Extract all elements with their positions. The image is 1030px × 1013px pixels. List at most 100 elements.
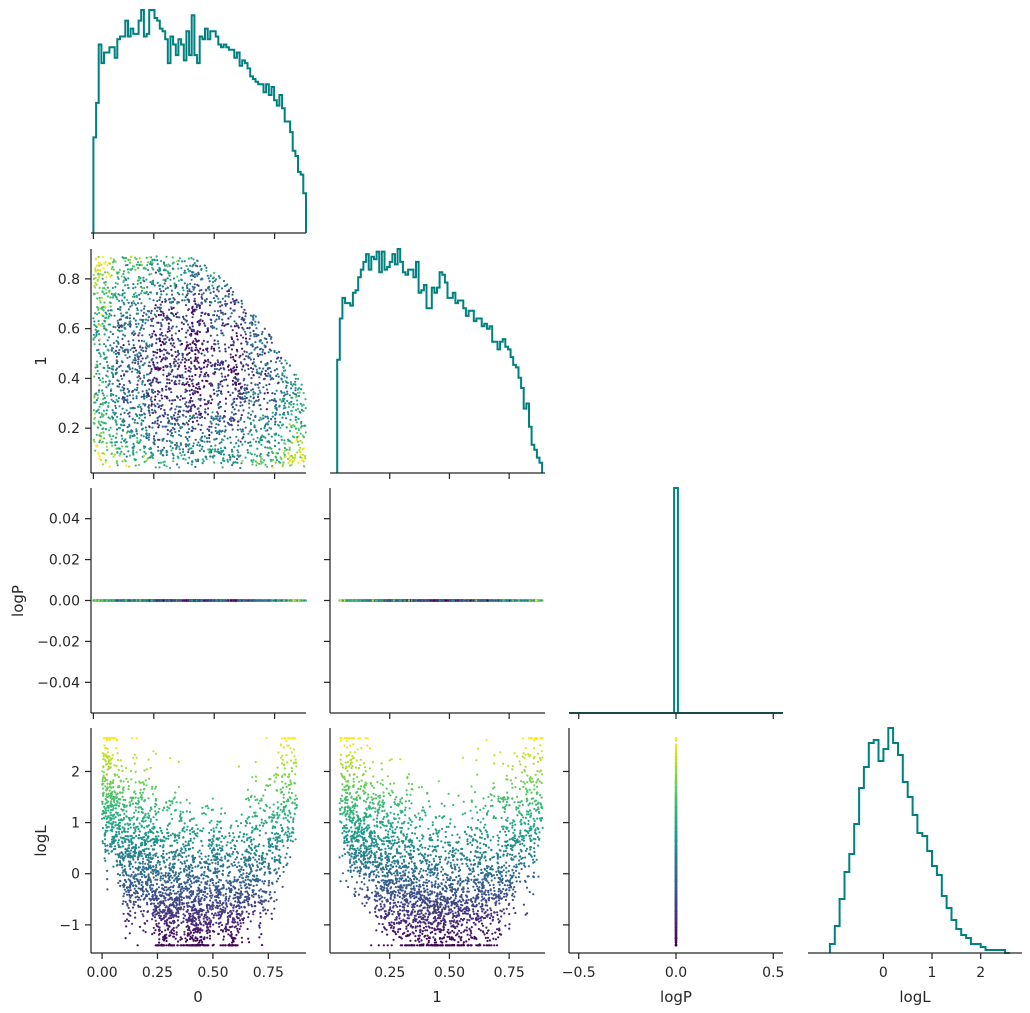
scatter-1-0-point: [181, 397, 184, 400]
scatter-1-0-point: [166, 417, 169, 420]
scatter-1-0-point: [213, 438, 216, 441]
scatter-1-0-point: [258, 367, 261, 370]
scatter-1-0-point: [191, 378, 194, 381]
scatter-1-0-point: [220, 441, 223, 444]
scatter-1-0-point: [157, 449, 160, 452]
scatter-1-0-point: [140, 407, 143, 410]
scatter-1-0-point: [188, 270, 191, 273]
scatter-1-0-point: [100, 441, 104, 444]
scatter-1-0-point: [178, 379, 181, 382]
scatter-1-0-point: [149, 262, 152, 266]
scatter-1-0-point: [147, 315, 150, 318]
scatter-1-0-point: [147, 293, 150, 296]
scatter-1-0-point: [139, 328, 142, 331]
scatter-1-0-point: [137, 391, 140, 394]
scatter-1-0-point: [259, 348, 262, 351]
scatter-1-0-point: [105, 428, 108, 431]
scatter-1-0-point: [154, 395, 157, 398]
scatter-1-0-point: [155, 380, 158, 383]
scatter-1-0-point: [176, 463, 179, 466]
scatter-1-0-point: [304, 398, 307, 401]
scatter-1-0-point: [167, 372, 170, 375]
scatter-1-0-point: [180, 278, 183, 281]
scatter-1-0-point: [93, 375, 96, 378]
scatter-1-0-point: [206, 350, 209, 353]
scatter-1-0-point: [212, 388, 215, 391]
scatter-1-0-point: [171, 325, 174, 328]
scatter-1-0-point: [258, 339, 261, 342]
scatter-1-0-point: [193, 389, 196, 392]
scatter-1-0-point: [156, 309, 159, 312]
scatter-1-0-point: [135, 428, 138, 431]
scatter-1-0-point: [114, 406, 117, 410]
scatter-1-0-point: [279, 456, 282, 459]
scatter-1-0-point: [285, 448, 288, 451]
scatter-1-0-point: [266, 391, 269, 394]
scatter-1-0-point: [111, 266, 114, 269]
scatter-1-0-point: [172, 460, 175, 463]
scatter-1-0-point: [302, 460, 305, 463]
scatter-1-0-point: [100, 420, 103, 423]
scatter-1-0-point: [126, 258, 129, 261]
scatter-1-0-point: [154, 390, 157, 393]
scatter-1-0-point: [105, 374, 108, 377]
scatter-1-0-point: [194, 373, 197, 377]
scatter-1-0-point: [140, 264, 143, 267]
scatter-1-0-point: [112, 455, 115, 458]
scatter-1-0-point: [111, 261, 115, 264]
scatter-1-0-point: [137, 339, 140, 342]
scatter-1-0-point: [283, 391, 286, 394]
scatter-1-0-point: [224, 300, 227, 303]
scatter-1-0-point: [181, 299, 184, 302]
scatter-1-0-point: [268, 426, 271, 429]
scatter-1-0-point: [187, 431, 190, 434]
scatter-1-0-point: [216, 334, 219, 337]
scatter-1-0-point: [275, 351, 278, 354]
scatter-1-0-point: [304, 431, 307, 434]
scatter-1-0-point: [210, 318, 213, 322]
scatter-1-0-point: [269, 378, 272, 381]
scatter-1-0-point: [139, 354, 142, 357]
scatter-1-0-point: [207, 399, 210, 402]
scatter-1-0-point: [139, 292, 142, 295]
scatter-1-0-point: [169, 466, 172, 469]
scatter-1-0-point: [237, 424, 240, 427]
scatter-1-0-point: [194, 273, 197, 276]
scatter-1-0-point: [131, 304, 134, 307]
scatter-1-0-point: [111, 333, 114, 336]
scatter-1-0-point: [229, 436, 232, 439]
scatter-1-0-point: [233, 320, 236, 323]
scatter-1-0-point: [212, 287, 215, 290]
scatter-1-0-point: [122, 270, 126, 273]
scatter-1-0-point: [202, 450, 205, 453]
scatter-1-0-point: [238, 396, 241, 399]
scatter-1-0-point: [300, 424, 303, 428]
scatter-1-0-point: [274, 455, 277, 458]
scatter-1-0-point: [181, 353, 184, 356]
scatter-1-0-point: [92, 333, 95, 336]
scatter-1-0-point: [96, 426, 99, 429]
scatter-1-0-point: [218, 400, 222, 404]
scatter-1-0-point: [96, 397, 100, 400]
scatter-1-0-point: [113, 453, 116, 456]
scatter-1-0-point: [156, 416, 159, 420]
scatter-1-0-point: [224, 375, 227, 378]
scatter-1-0-point: [104, 311, 107, 314]
scatter-1-0-point: [268, 447, 271, 450]
scatter-1-0-point: [93, 336, 97, 339]
scatter-1-0-point: [222, 449, 225, 452]
scatter-1-0-point: [165, 293, 168, 296]
scatter-1-0-point: [178, 429, 181, 433]
scatter-1-0-point: [159, 290, 163, 293]
scatter-1-0-point: [282, 452, 285, 455]
scatter-1-0-point: [277, 381, 280, 384]
scatter-1-0-point: [182, 317, 185, 320]
scatter-1-0-point: [282, 397, 285, 400]
scatter-1-0-point: [230, 423, 233, 426]
scatter-1-0-point: [265, 384, 268, 387]
scatter-1-0-point: [200, 424, 203, 427]
scatter-1-0-point: [206, 274, 209, 277]
scatter-1-0-point: [181, 260, 184, 263]
scatter-1-0-point: [222, 457, 225, 460]
scatter-1-0-point: [240, 462, 243, 465]
